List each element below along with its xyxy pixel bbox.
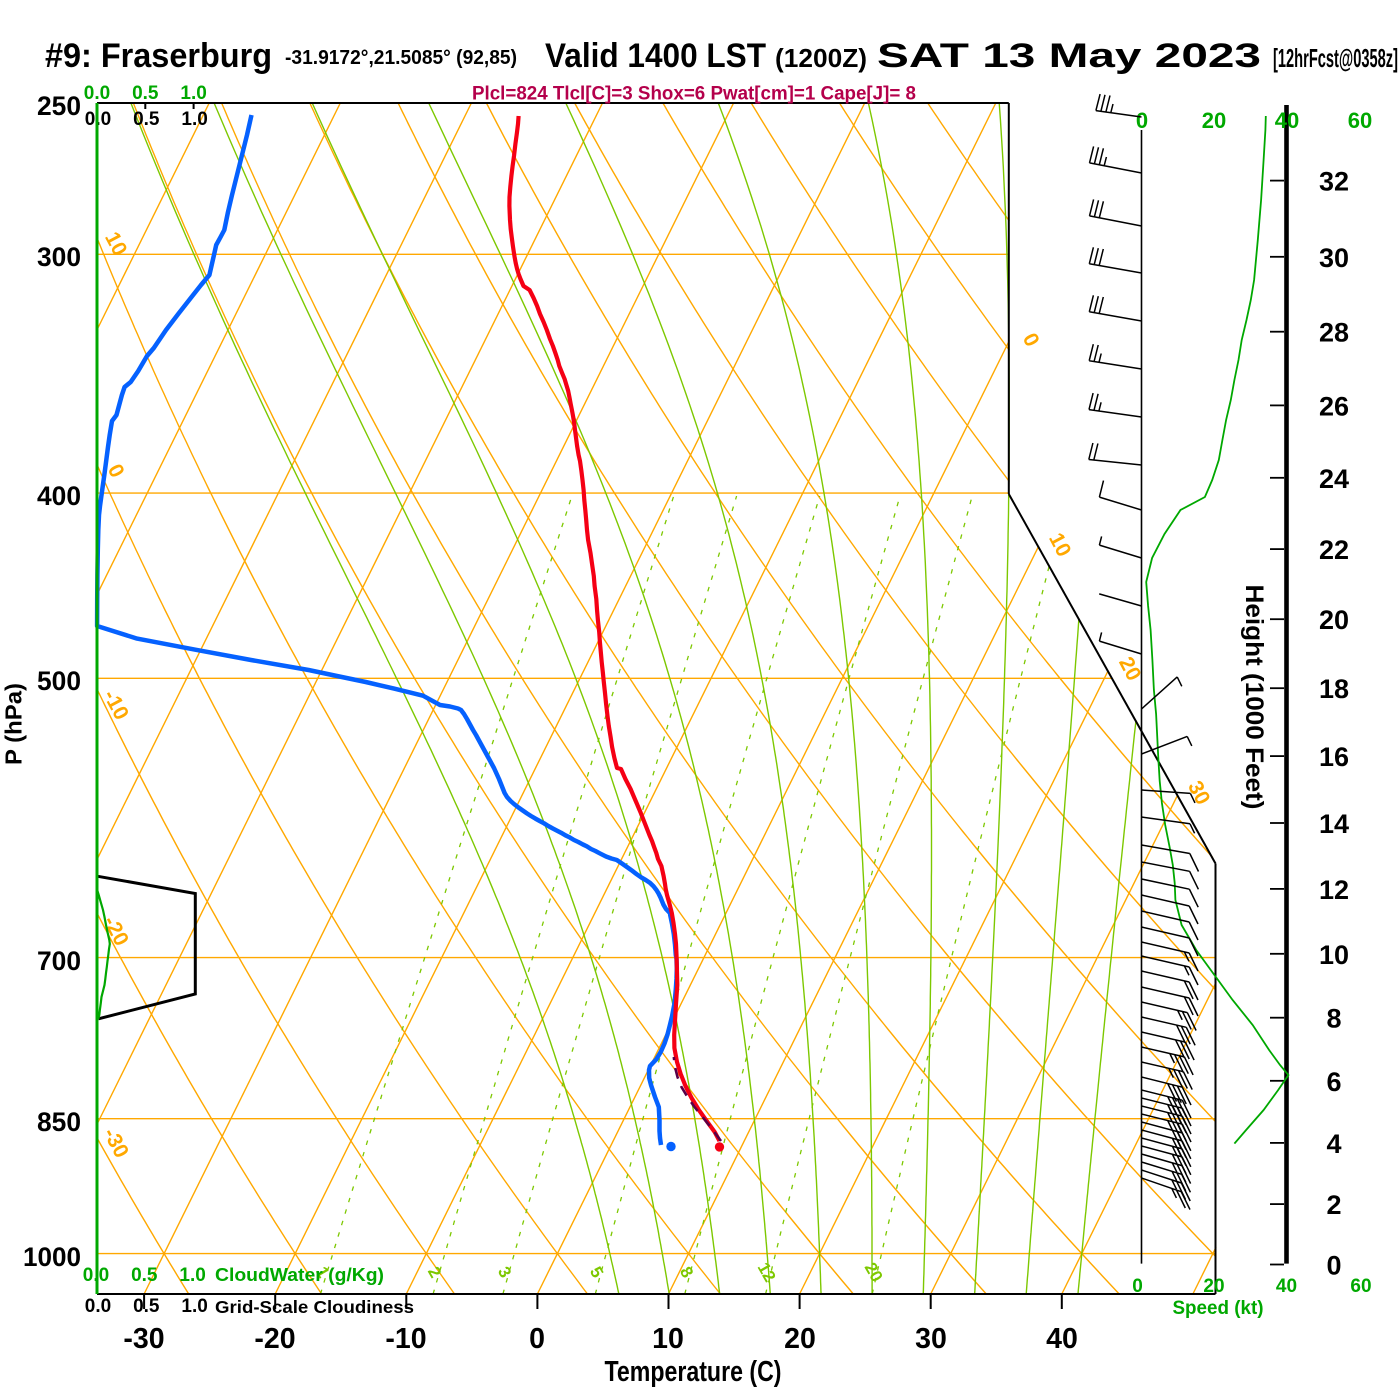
svg-text:60: 60 <box>1348 108 1372 133</box>
svg-text:40: 40 <box>1276 1276 1297 1297</box>
svg-text:30: 30 <box>915 1323 947 1355</box>
svg-text:20: 20 <box>784 1323 816 1355</box>
svg-text:32: 32 <box>1319 167 1349 197</box>
svg-text:Grid-Scale Cloudiness: Grid-Scale Cloudiness <box>215 1297 414 1317</box>
svg-text:250: 250 <box>37 91 81 121</box>
svg-text:1.0: 1.0 <box>181 1296 207 1317</box>
svg-text:-10: -10 <box>385 1323 426 1355</box>
svg-text:18: 18 <box>1319 674 1349 704</box>
svg-text:300: 300 <box>37 242 81 272</box>
svg-text:20: 20 <box>1203 1276 1224 1297</box>
svg-text:Valid 1400 LST: Valid 1400 LST <box>545 37 766 75</box>
svg-text:0.0: 0.0 <box>84 83 110 104</box>
svg-text:12: 12 <box>1319 875 1349 905</box>
svg-text:0.5: 0.5 <box>131 1265 158 1286</box>
svg-text:0: 0 <box>1132 1276 1143 1297</box>
svg-text:700: 700 <box>37 946 81 976</box>
svg-text:Height (1000 Feet): Height (1000 Feet) <box>1240 585 1268 810</box>
svg-text:0: 0 <box>1136 108 1148 133</box>
svg-text:40: 40 <box>1275 108 1299 133</box>
svg-text:22: 22 <box>1319 535 1349 565</box>
svg-text:-20: -20 <box>254 1323 295 1355</box>
svg-text:1.0: 1.0 <box>180 83 206 104</box>
svg-text:0: 0 <box>1326 1251 1341 1281</box>
svg-text:14: 14 <box>1319 809 1349 839</box>
svg-text:28: 28 <box>1319 318 1349 348</box>
svg-text:40: 40 <box>1046 1323 1078 1355</box>
svg-text:0.5: 0.5 <box>133 109 160 130</box>
svg-text:24: 24 <box>1319 464 1349 494</box>
svg-text:[12hrFcst@0358z]: [12hrFcst@0358z] <box>1273 43 1398 73</box>
svg-text:0.0: 0.0 <box>85 1296 111 1317</box>
svg-text:20: 20 <box>1319 605 1349 635</box>
svg-text:1000: 1000 <box>23 1242 81 1272</box>
svg-text:30: 30 <box>1319 243 1349 273</box>
svg-text:Speed (kt): Speed (kt) <box>1173 1298 1264 1319</box>
svg-text:16: 16 <box>1319 742 1349 772</box>
svg-text:1.0: 1.0 <box>181 109 207 130</box>
svg-text:Temperature (C): Temperature (C) <box>605 1356 782 1388</box>
svg-text:#9: Fraserburg: #9: Fraserburg <box>45 37 272 75</box>
svg-text:60: 60 <box>1350 1276 1371 1297</box>
svg-text:8: 8 <box>1326 1004 1341 1034</box>
svg-text:-30: -30 <box>123 1323 164 1355</box>
svg-text:6: 6 <box>1326 1067 1341 1097</box>
svg-text:0.5: 0.5 <box>133 1296 160 1317</box>
svg-text:20: 20 <box>1202 108 1226 133</box>
svg-text:-31.9172°,21.5085° (92,85): -31.9172°,21.5085° (92,85) <box>285 46 517 69</box>
svg-text:10: 10 <box>652 1323 684 1355</box>
svg-text:4: 4 <box>1326 1129 1341 1159</box>
svg-text:1.0: 1.0 <box>179 1265 205 1286</box>
svg-text:SAT 13 May 2023: SAT 13 May 2023 <box>877 37 1261 75</box>
svg-text:26: 26 <box>1319 391 1349 421</box>
svg-text:850: 850 <box>37 1107 81 1137</box>
svg-text:(1200Z): (1200Z) <box>775 43 867 73</box>
svg-text:400: 400 <box>37 481 81 511</box>
svg-text:Plcl=824 Tlcl[C]=3 Shox=6 Pwat: Plcl=824 Tlcl[C]=3 Shox=6 Pwat[cm]=1 Cap… <box>472 83 916 105</box>
svg-text:CloudWater (g/Kg): CloudWater (g/Kg) <box>215 1265 384 1285</box>
svg-text:10: 10 <box>1319 940 1349 970</box>
svg-text:2: 2 <box>1326 1190 1341 1220</box>
svg-text:P (hPa): P (hPa) <box>1 683 27 765</box>
svg-text:0: 0 <box>529 1323 545 1355</box>
svg-text:500: 500 <box>37 666 81 696</box>
svg-text:0.5: 0.5 <box>132 83 159 104</box>
